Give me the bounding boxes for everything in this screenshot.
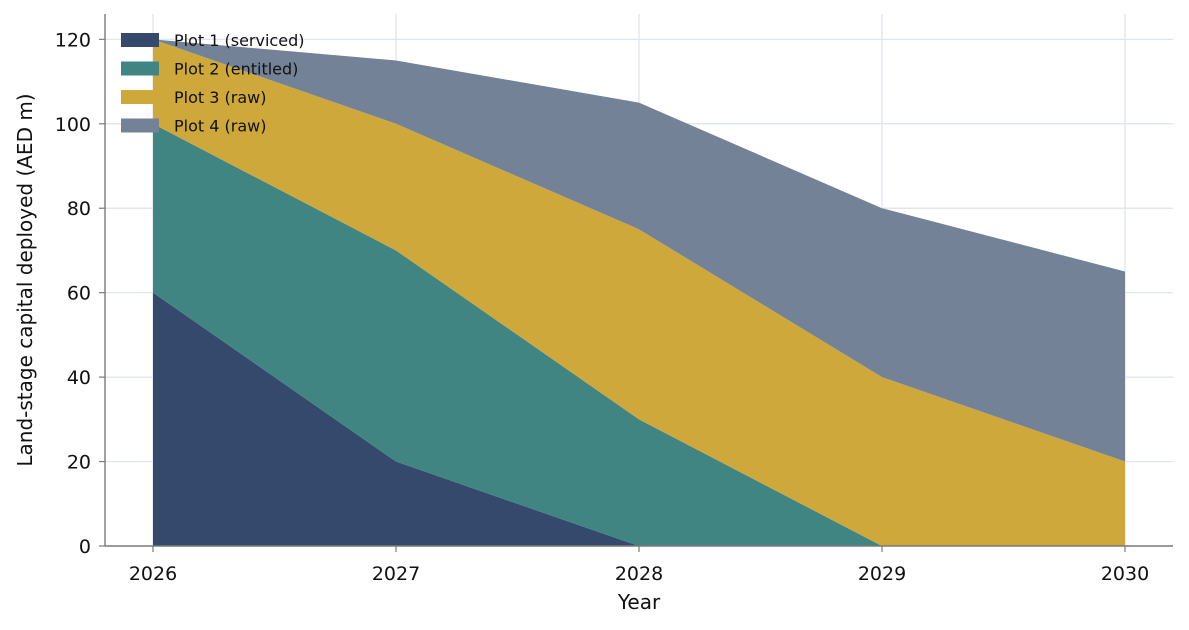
x-tick-label: 2027 — [372, 563, 420, 585]
legend-label: Plot 3 (raw) — [174, 88, 266, 107]
x-axis-title: Year — [617, 590, 661, 614]
area-series-3 — [153, 39, 1125, 546]
legend: Plot 1 (serviced) Plot 2 (entitled) Plot 3… — [121, 31, 304, 136]
area-series-1 — [153, 292, 1125, 546]
areas — [153, 39, 1125, 547]
legend-swatch — [121, 118, 159, 133]
legend-swatch — [121, 61, 159, 76]
y-tick-label: 20 — [67, 452, 91, 474]
y-tick-label: 0 — [79, 536, 91, 558]
x-tick-label: 2028 — [615, 563, 663, 585]
legend-label: Plot 1 (serviced) — [174, 31, 304, 50]
area-series-2 — [153, 123, 1125, 547]
x-tick-label: 2030 — [1101, 563, 1149, 585]
legend-swatch — [121, 33, 159, 47]
legend-label: Plot 4 (raw) — [174, 117, 266, 136]
y-tick-label: 120 — [55, 29, 91, 51]
y-tick-label: 60 — [67, 283, 91, 305]
legend-label: Plot 2 (entitled) — [174, 60, 298, 79]
x-tick-label: 2029 — [858, 563, 906, 585]
x-tick-label: 2026 — [129, 563, 177, 585]
y-tick-label: 80 — [67, 198, 91, 220]
y-axis-title: Land-stage capital deployed (AED m) — [13, 93, 37, 466]
legend-swatch — [121, 90, 159, 104]
axes: 0 20 40 60 80 100 120 2026 2027 2028 2029 2030 — [55, 14, 1173, 585]
y-tick-label: 100 — [55, 114, 91, 136]
area-series-4 — [153, 39, 1125, 462]
y-tick-label: 40 — [67, 367, 91, 389]
